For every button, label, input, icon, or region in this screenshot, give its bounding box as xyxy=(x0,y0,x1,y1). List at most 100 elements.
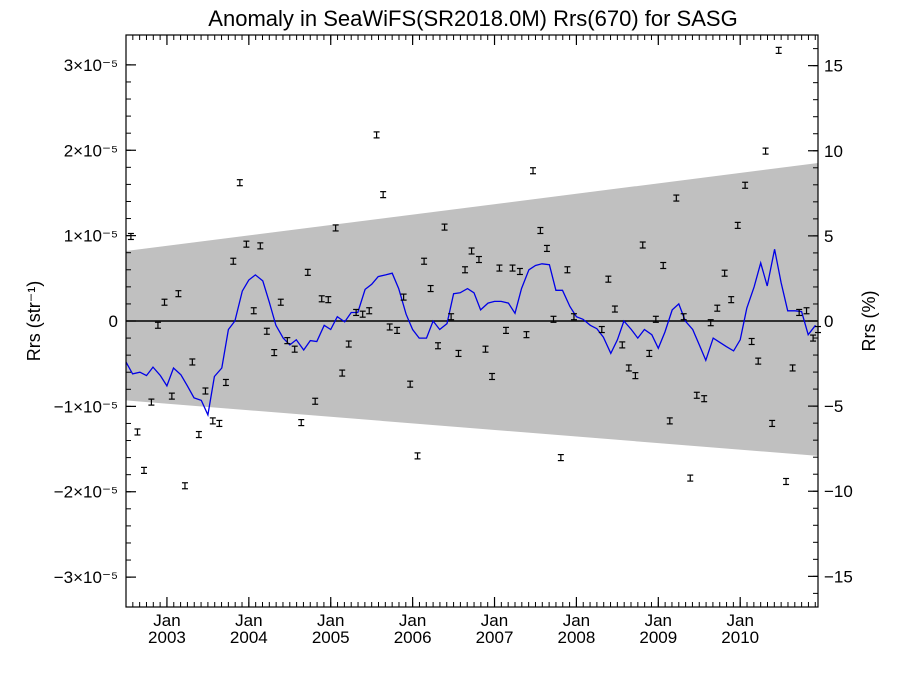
data-point xyxy=(523,331,530,339)
trend-line-layer xyxy=(125,249,817,418)
data-point xyxy=(639,241,646,249)
data-point xyxy=(530,167,537,175)
data-point xyxy=(489,372,496,381)
data-point xyxy=(263,327,270,335)
left-tick-label: 2×10⁻⁵ xyxy=(64,141,118,160)
data-point xyxy=(707,319,714,327)
data-point xyxy=(277,298,284,306)
data-point xyxy=(755,357,762,365)
right-tick-label: 5 xyxy=(824,227,833,246)
data-point xyxy=(175,290,182,298)
data-point xyxy=(728,296,735,304)
x-tick-month-label: Jan xyxy=(726,611,753,630)
data-point xyxy=(325,296,332,304)
x-tick-year-label: 2009 xyxy=(639,628,677,647)
data-point xyxy=(161,298,168,306)
x-tick-month-label: Jan xyxy=(235,611,262,630)
data-point xyxy=(742,181,749,189)
x-tick-month-label: Jan xyxy=(317,611,344,630)
data-point xyxy=(769,419,776,428)
data-point xyxy=(673,194,680,202)
data-point xyxy=(796,308,803,317)
data-point xyxy=(611,305,618,313)
data-point xyxy=(257,242,264,250)
data-point xyxy=(332,224,339,232)
trend-series-line xyxy=(125,249,817,418)
data-point xyxy=(222,378,229,387)
data-point xyxy=(605,275,612,283)
x-tick-month-label: Jan xyxy=(153,611,180,630)
data-point xyxy=(353,308,360,317)
data-point xyxy=(550,315,557,323)
data-point xyxy=(537,226,544,235)
data-point xyxy=(148,398,155,406)
data-point xyxy=(680,313,687,321)
data-point xyxy=(195,430,202,439)
data-point xyxy=(734,221,741,229)
data-point xyxy=(181,482,188,490)
data-point xyxy=(339,369,346,377)
data-point xyxy=(189,358,196,366)
data-point xyxy=(509,264,516,272)
x-tick-month-label: Jan xyxy=(645,611,672,630)
right-y-axis: 15 10 5 0 −5 −10 −15 xyxy=(808,48,853,594)
data-point xyxy=(693,391,700,399)
chart-title: Anomaly in SeaWiFS(SR2018.0M) Rrs(670) f… xyxy=(208,6,737,31)
data-point xyxy=(359,310,366,318)
data-point xyxy=(789,364,796,372)
left-tick-label: −3×10⁻⁵ xyxy=(54,568,118,587)
x-tick-year-label: 2004 xyxy=(230,628,268,647)
right-tick-label: −5 xyxy=(824,397,843,416)
data-point xyxy=(475,255,482,264)
data-point xyxy=(134,428,141,436)
data-point xyxy=(625,364,632,372)
data-point xyxy=(543,244,550,253)
data-point xyxy=(646,349,653,358)
data-point xyxy=(243,240,250,248)
data-points-layer xyxy=(127,46,821,490)
left-tick-label: 1×10⁻⁵ xyxy=(64,227,118,246)
left-y-axis: 3×10⁻⁵ 2×10⁻⁵ 1×10⁻⁵ 0 −1×10⁻⁵ −2×10⁻⁵ −3×10⁻⁵ xyxy=(54,56,136,587)
data-point xyxy=(216,419,223,428)
data-point xyxy=(230,257,237,265)
left-tick-label: 3×10⁻⁵ xyxy=(64,56,118,75)
left-tick-label: −2×10⁻⁵ xyxy=(54,483,118,502)
y-axis-label-left: Rrs (str⁻¹) xyxy=(24,281,44,361)
x-tick-year-label: 2006 xyxy=(394,628,432,647)
data-point xyxy=(271,348,278,357)
x-axis: Jan2003Jan2004Jan2005Jan2006Jan2007Jan20… xyxy=(125,35,816,647)
data-point xyxy=(284,337,291,345)
data-point xyxy=(687,474,694,482)
data-point xyxy=(783,477,790,486)
data-point xyxy=(701,395,708,403)
data-point xyxy=(168,392,175,400)
data-point xyxy=(407,380,414,388)
data-point xyxy=(441,223,448,231)
data-point xyxy=(127,232,134,241)
data-point xyxy=(304,268,311,276)
right-tick-label: −15 xyxy=(824,567,853,586)
data-point xyxy=(775,46,782,54)
data-point xyxy=(660,261,667,270)
y-axis-label-right: Rrs (%) xyxy=(859,291,879,352)
data-point xyxy=(557,453,564,462)
right-tick-label: 10 xyxy=(824,142,843,161)
left-tick-label: 0 xyxy=(109,312,118,331)
data-point xyxy=(803,307,810,315)
data-point xyxy=(632,372,639,380)
data-point xyxy=(250,307,257,315)
data-point xyxy=(291,345,298,353)
data-point xyxy=(666,417,673,425)
x-tick-year-label: 2005 xyxy=(312,628,350,647)
data-point xyxy=(652,315,659,323)
x-tick-month-label: Jan xyxy=(481,611,508,630)
x-tick-month-label: Jan xyxy=(563,611,590,630)
data-point xyxy=(318,295,325,303)
data-point xyxy=(619,341,626,349)
data-point xyxy=(721,269,728,277)
data-point xyxy=(482,345,489,353)
data-point xyxy=(448,313,455,321)
data-point xyxy=(435,342,442,350)
data-point xyxy=(762,147,769,155)
